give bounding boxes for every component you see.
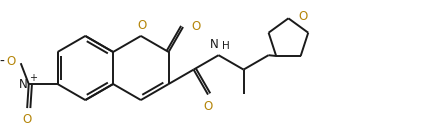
Text: +: + (28, 73, 36, 83)
Text: O: O (7, 55, 16, 68)
Text: H: H (222, 41, 229, 51)
Text: N: N (210, 38, 219, 51)
Text: O: O (298, 10, 307, 23)
Text: -: - (0, 55, 4, 69)
Text: O: O (191, 21, 200, 33)
Text: O: O (137, 19, 146, 32)
Text: O: O (22, 113, 32, 126)
Text: O: O (204, 100, 213, 113)
Text: N: N (18, 78, 27, 91)
